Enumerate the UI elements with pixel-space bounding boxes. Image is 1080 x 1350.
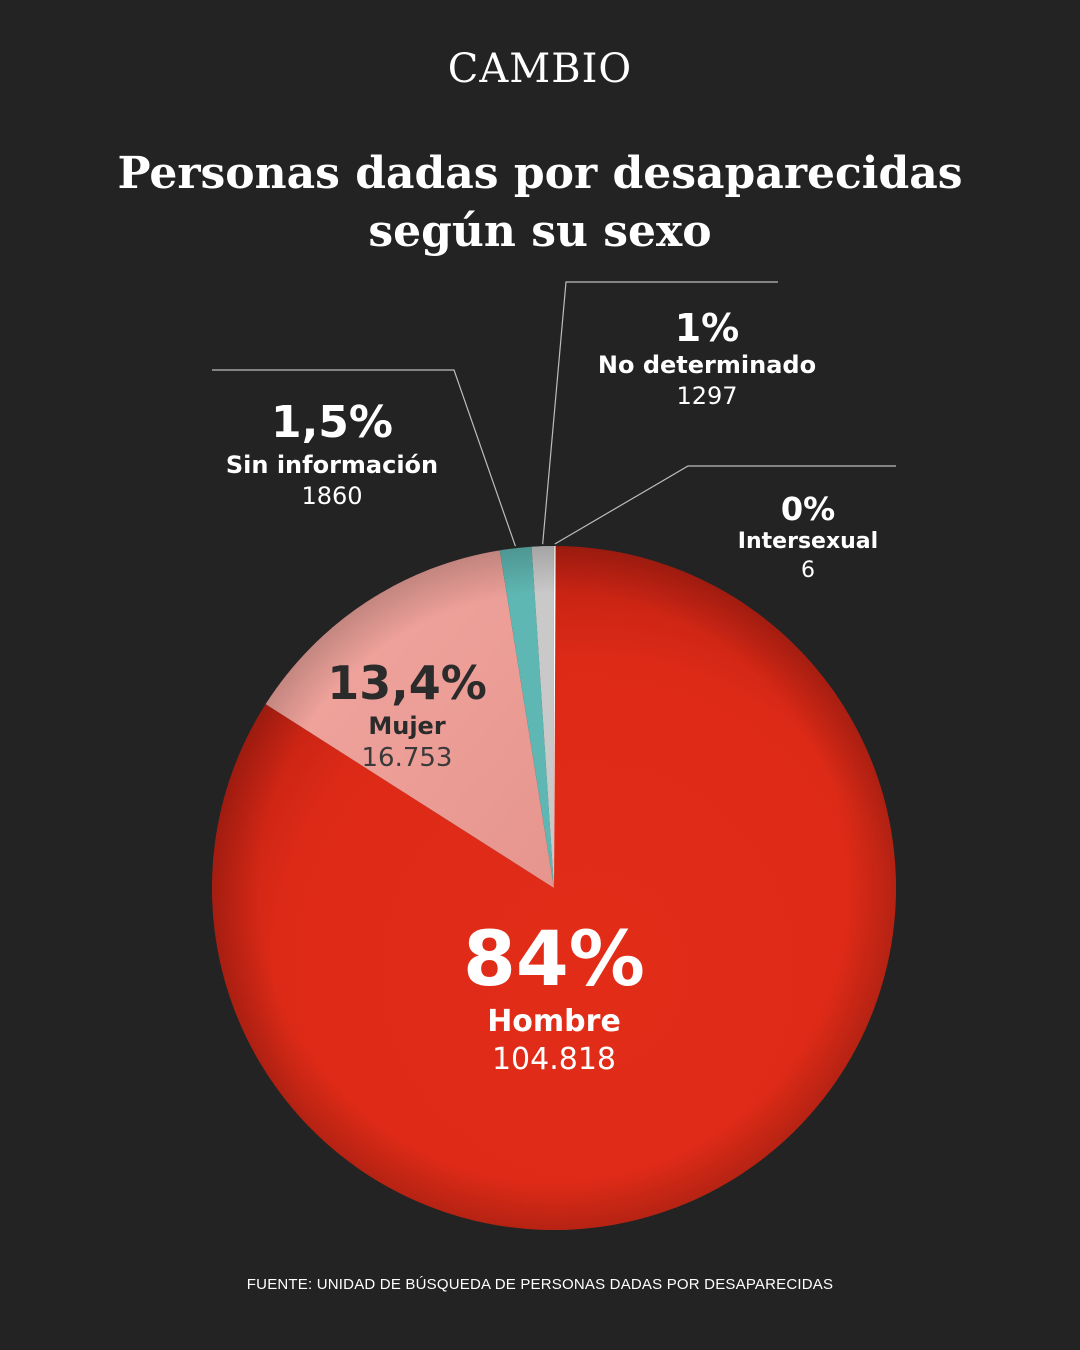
label-mujer: 13,4% Mujer 16.753: [327, 655, 487, 775]
label-intersexual: 0% Intersexual 6: [738, 490, 878, 586]
label-intersexual-name: Intersexual: [737, 529, 879, 554]
chart-title-line-2: según su sexo: [368, 206, 712, 257]
label-no-determinado: 1% No determinado 1297: [598, 306, 816, 412]
label-intersexual-percent: 0%: [780, 490, 836, 528]
label-sin-informacion-count: 1860: [301, 482, 363, 510]
label-sin-informacion: 1,5% Sin información 1860: [226, 396, 438, 512]
label-mujer-count: 16.753: [361, 743, 453, 773]
label-intersexual-count: 6: [800, 558, 815, 583]
label-no-determinado-count: 1297: [676, 382, 738, 410]
pie-edge-shade: [212, 546, 896, 1230]
label-hombre-count: 104.818: [491, 1042, 617, 1077]
label-sin-informacion-name: Sin información: [225, 451, 439, 479]
label-no-determinado-name: No determinado: [597, 351, 817, 379]
chart-title: Personas dadas por desaparecidas según s…: [0, 145, 1080, 261]
label-mujer-percent: 13,4%: [327, 656, 487, 710]
leader-line-sin-informacion: [212, 369, 516, 547]
label-hombre-name: Hombre: [487, 1004, 621, 1039]
leader-line-intersexual: [554, 465, 896, 545]
brand-logo: CAMBIO: [447, 46, 633, 92]
label-no-determinado-percent: 1%: [674, 306, 740, 350]
source-note: FUENTE: UNIDAD DE BÚSQUEDA DE PERSONAS D…: [246, 1276, 834, 1293]
leader-line-no-determinado: [542, 281, 778, 545]
label-sin-informacion-percent: 1,5%: [270, 397, 394, 448]
chart-title-line-1: Personas dadas por desaparecidas: [117, 148, 963, 199]
label-hombre: 84% Hombre 104.818: [463, 915, 645, 1079]
label-mujer-name: Mujer: [368, 712, 446, 740]
label-hombre-percent: 84%: [463, 914, 645, 1003]
